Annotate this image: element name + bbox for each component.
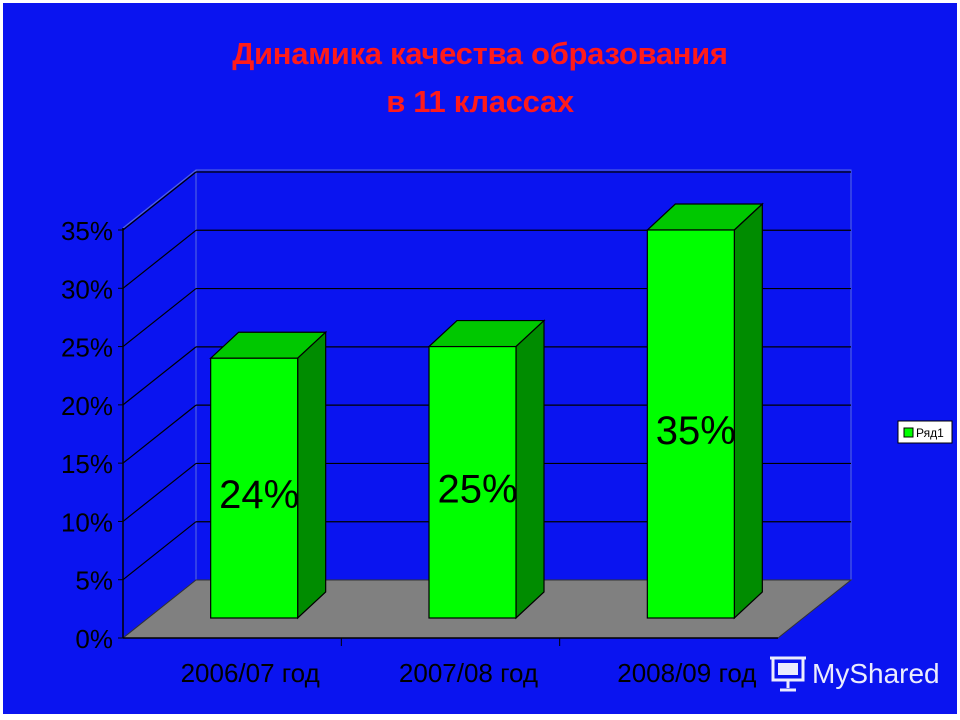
bar xyxy=(210,357,299,619)
legend-label: Ряд1 xyxy=(916,426,944,440)
data-label: 24% xyxy=(219,473,299,517)
gridline-side xyxy=(122,171,197,231)
x-tick-label: 2007/08 год xyxy=(399,658,538,688)
bar xyxy=(646,229,735,619)
chart-title-line-1: Динамика качества образования xyxy=(232,36,728,71)
data-label: 35% xyxy=(656,409,736,453)
legend-swatch xyxy=(903,427,914,438)
y-tick-label: 15% xyxy=(61,449,113,479)
presentation-board-icon xyxy=(770,656,806,692)
y-tick-label: 25% xyxy=(61,333,113,363)
gridline-side xyxy=(122,288,197,348)
y-tick-label: 5% xyxy=(75,566,113,596)
gridline-side xyxy=(122,404,197,464)
x-tick-label: 2008/09 год xyxy=(617,658,756,688)
y-tick-label: 35% xyxy=(61,216,113,246)
bar xyxy=(428,345,517,619)
bar-side xyxy=(733,202,763,620)
y-tick-label: 20% xyxy=(61,391,113,421)
gridline-side xyxy=(122,346,197,406)
watermark: MyShared xyxy=(768,652,948,696)
chart-title-line-2: в 11 классах xyxy=(386,84,574,119)
data-label: 25% xyxy=(437,467,517,511)
chart-side-wall-edge xyxy=(122,169,197,229)
y-tick-label: 0% xyxy=(75,624,113,654)
bar-side xyxy=(297,330,327,620)
gridline-side xyxy=(122,462,197,522)
gridline-side xyxy=(122,521,197,581)
bar-side xyxy=(515,319,545,620)
y-tick-label: 30% xyxy=(61,274,113,304)
x-tick-label: 2006/07 год xyxy=(181,658,320,688)
gridline-side xyxy=(122,229,197,289)
y-tick-label: 10% xyxy=(61,507,113,537)
watermark-text: MyShared xyxy=(812,658,940,689)
